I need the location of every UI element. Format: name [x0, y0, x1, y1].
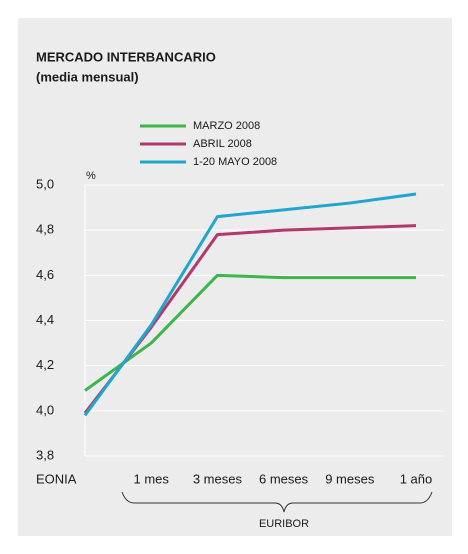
y-tick-label: 4,2	[36, 357, 54, 372]
legend-label: ABRIL 2008	[193, 138, 252, 150]
y-tick-label: 4,6	[36, 267, 54, 282]
group-label: EURIBOR	[259, 518, 309, 530]
x-tick-label: 9 meses	[325, 471, 375, 486]
x-tick-label: EONIA	[36, 471, 77, 486]
x-tick-label: 1 mes	[133, 471, 169, 486]
legend-label: MARZO 2008	[193, 120, 260, 132]
chart-subtitle: (media mensual)	[36, 69, 139, 84]
y-tick-label: 3,8	[36, 447, 54, 462]
y-tick-label: 4,8	[36, 222, 54, 237]
y-tick-label: 4,0	[36, 402, 54, 417]
x-tick-label: 3 meses	[193, 471, 243, 486]
series-line	[83, 192, 417, 417]
y-tick-label: 4,4	[36, 312, 54, 327]
y-tick-label: 5,0	[36, 176, 54, 191]
y-axis-label: %	[86, 170, 96, 182]
chart-title: MERCADO INTERBANCARIO	[36, 49, 216, 64]
series-line	[84, 273, 416, 392]
legend-label: 1-20 MAYO 2008	[193, 156, 277, 168]
euribor-brace	[121, 491, 433, 513]
x-tick-label: 1 año	[400, 471, 433, 486]
x-tick-label: 6 meses	[259, 471, 309, 486]
